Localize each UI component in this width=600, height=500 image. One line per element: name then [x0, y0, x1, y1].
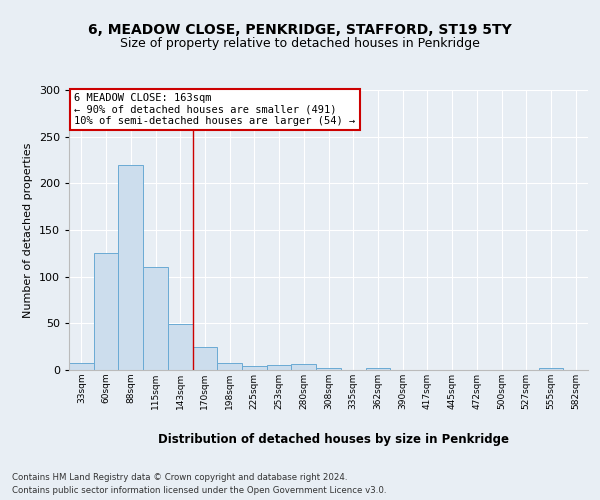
Bar — [143, 268, 168, 370]
Bar — [316, 368, 341, 370]
Text: Size of property relative to detached houses in Penkridge: Size of property relative to detached ho… — [120, 38, 480, 51]
Bar — [193, 346, 217, 370]
Y-axis label: Number of detached properties: Number of detached properties — [23, 142, 33, 318]
Bar — [168, 324, 193, 370]
Bar — [242, 366, 267, 370]
Bar — [94, 254, 118, 370]
Bar — [267, 366, 292, 370]
Bar — [69, 362, 94, 370]
Text: Contains HM Land Registry data © Crown copyright and database right 2024.: Contains HM Land Registry data © Crown c… — [12, 472, 347, 482]
Bar — [292, 364, 316, 370]
Bar — [118, 164, 143, 370]
Text: 6 MEADOW CLOSE: 163sqm
← 90% of detached houses are smaller (491)
10% of semi-de: 6 MEADOW CLOSE: 163sqm ← 90% of detached… — [74, 93, 355, 126]
Bar — [539, 368, 563, 370]
Text: Contains public sector information licensed under the Open Government Licence v3: Contains public sector information licen… — [12, 486, 386, 495]
Text: Distribution of detached houses by size in Penkridge: Distribution of detached houses by size … — [158, 432, 509, 446]
Bar — [365, 368, 390, 370]
Text: 6, MEADOW CLOSE, PENKRIDGE, STAFFORD, ST19 5TY: 6, MEADOW CLOSE, PENKRIDGE, STAFFORD, ST… — [88, 22, 512, 36]
Bar — [217, 362, 242, 370]
